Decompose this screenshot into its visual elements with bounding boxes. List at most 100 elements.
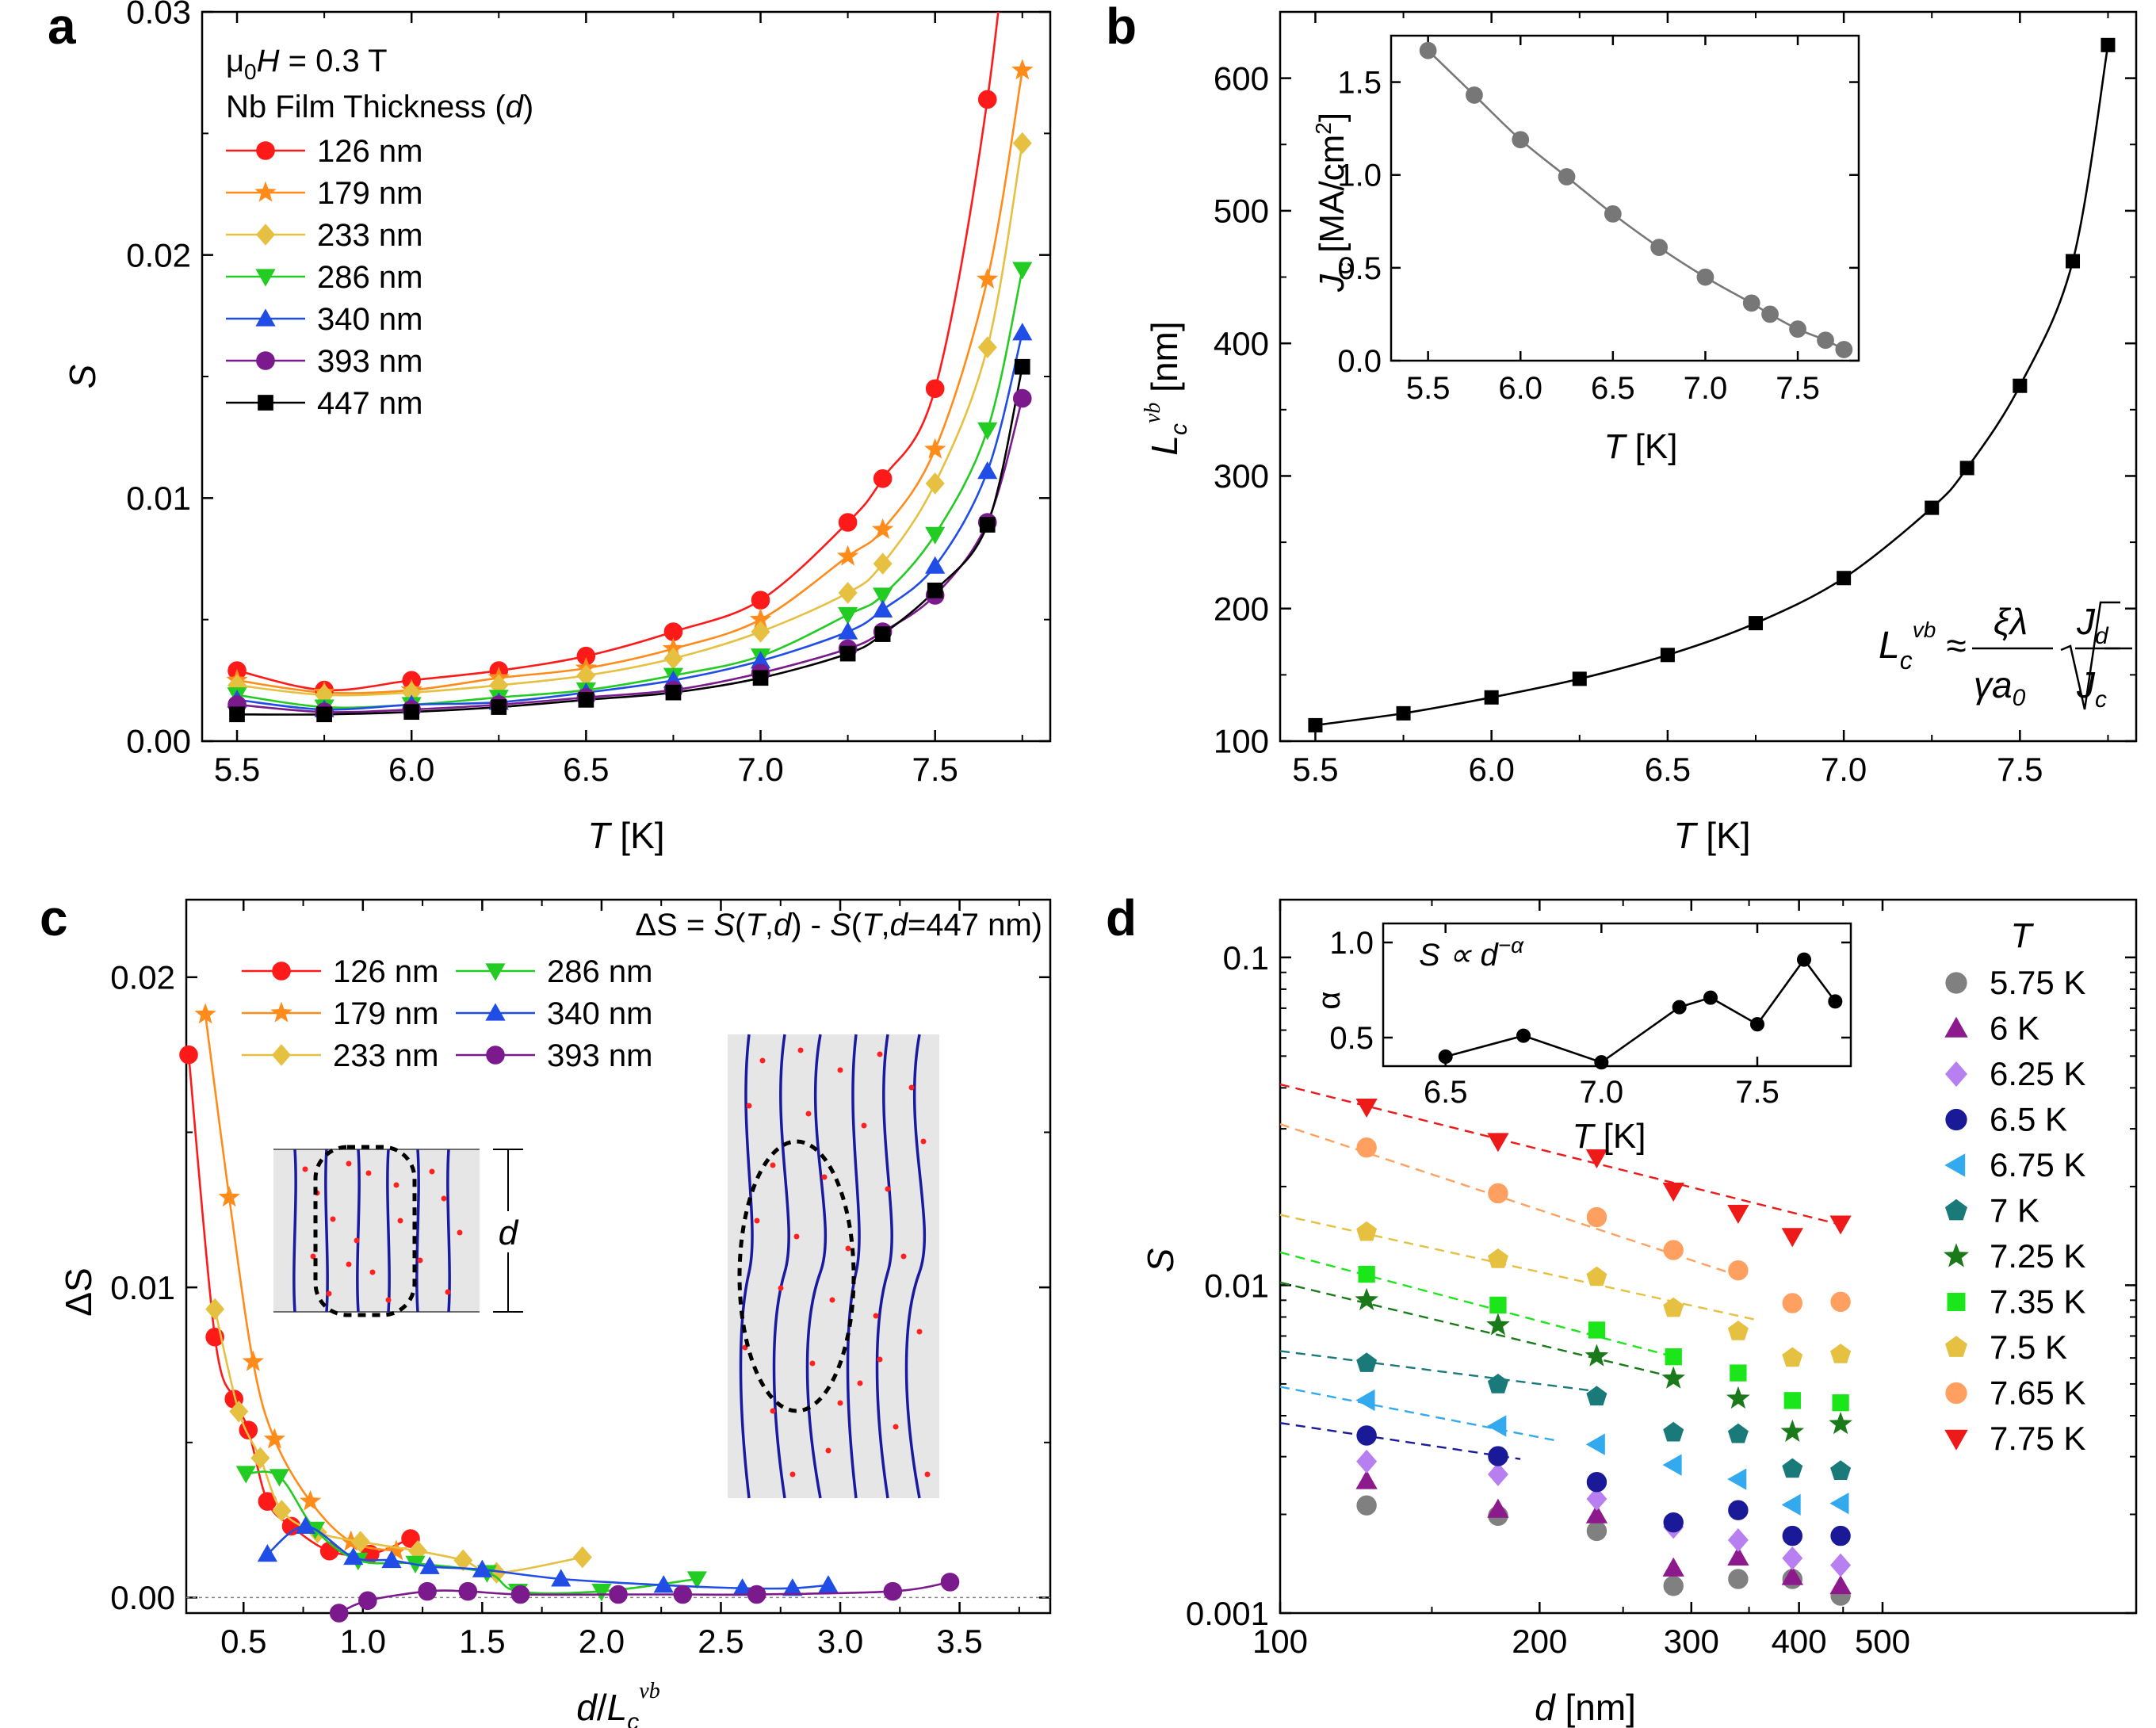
- text-part: T: [587, 815, 612, 856]
- text-part: −α: [1498, 933, 1524, 958]
- inset-data-point: [1796, 952, 1812, 967]
- data-point: [1663, 1512, 1684, 1533]
- data-point: [1830, 1344, 1852, 1363]
- inset-data-point: [1835, 341, 1853, 358]
- x-tick-label: 0.5: [220, 1623, 266, 1660]
- inset-x-tick-label: 6.0: [1498, 371, 1542, 406]
- panel-label-d: d: [1106, 889, 1137, 946]
- text-part: d: [499, 1214, 519, 1252]
- data-point: [873, 469, 893, 488]
- data-point: [1012, 323, 1033, 341]
- data-point: [927, 583, 943, 598]
- data-point: [1585, 1344, 1609, 1367]
- data-point: [1586, 1206, 1607, 1228]
- data-point: [1355, 1470, 1378, 1489]
- pinning-site: [885, 1186, 891, 1192]
- x-axis-label-c: d/Lcvb: [576, 1679, 659, 1728]
- x-axis-label-a: T [K]: [587, 815, 664, 856]
- data-point: [977, 267, 999, 289]
- data-point: [205, 1298, 225, 1321]
- fit-line: [1279, 1083, 1841, 1226]
- legend-entry-label: 447 nm: [317, 386, 422, 421]
- data-point: [871, 518, 894, 539]
- legend-marker: [1945, 1336, 1967, 1357]
- data-point: [1355, 1287, 1378, 1310]
- data-point: [732, 1578, 753, 1596]
- inset-y-tick-label: 0.5: [1337, 251, 1382, 286]
- inset-data-point: [1817, 331, 1834, 350]
- data-point: [1663, 1576, 1684, 1596]
- data-point: [838, 582, 858, 604]
- x-tick-label: 1.0: [340, 1623, 386, 1660]
- vortex-line: [846, 1034, 861, 1499]
- panel-label-c: c: [40, 889, 68, 946]
- pinning-site: [365, 1170, 372, 1176]
- pinning-site: [326, 1290, 332, 1297]
- legend-entry-label: 6.5 K: [1990, 1101, 2067, 1138]
- legend-entry-label: 233 nm: [333, 1038, 438, 1073]
- y-axis-label-c: ΔS: [58, 1267, 99, 1316]
- x-tick-label: 2.0: [579, 1623, 625, 1660]
- text-part: [K]: [1625, 427, 1677, 466]
- data-point: [1487, 1462, 1508, 1486]
- legend-marker: [272, 961, 291, 981]
- pinning-site: [845, 1245, 851, 1252]
- data-point: [1662, 1557, 1684, 1577]
- inset-data-point: [1516, 1028, 1531, 1043]
- x-tick-label: 3.5: [936, 1623, 982, 1660]
- data-point: [1488, 1183, 1508, 1204]
- data-point: [1727, 1468, 1747, 1490]
- data-point: [1586, 1266, 1607, 1286]
- text-part: =447 nm): [908, 908, 1042, 942]
- data-point: [1727, 1546, 1749, 1566]
- text-part: d: [1535, 1687, 1556, 1728]
- vortex-line: [292, 1149, 297, 1313]
- text-part: (: [735, 908, 746, 942]
- data-point: [1660, 648, 1675, 663]
- text-part: T: [862, 908, 883, 942]
- text-part: μ: [226, 44, 244, 78]
- y-tick-label: 300: [1214, 457, 1269, 495]
- data-point: [1665, 1348, 1682, 1366]
- data-point: [381, 1550, 402, 1569]
- data-point: [1489, 1296, 1507, 1314]
- vortex-line: [875, 1034, 893, 1499]
- text-part: ,: [881, 908, 890, 942]
- data-point: [883, 1581, 903, 1601]
- data-point: [489, 674, 509, 697]
- y-tick-label: 500: [1214, 193, 1269, 230]
- pinning-site: [445, 1289, 451, 1295]
- panel-b-inset-frame: [1390, 34, 1860, 362]
- legend-marker: [254, 181, 277, 202]
- panel-d-frame: [1279, 898, 2138, 1615]
- legend-thickness-header: Nb Film Thickness (d): [226, 90, 533, 124]
- data-point: [458, 1581, 478, 1601]
- data-point: [1585, 1504, 1608, 1523]
- sketch-thick-film: [728, 1034, 939, 1498]
- legend-entry-label: 6.75 K: [1990, 1146, 2085, 1183]
- pinning-site: [393, 1182, 399, 1188]
- pinning-site: [893, 1424, 899, 1430]
- sketch-correlation-volume: [313, 1145, 417, 1317]
- data-point: [343, 1546, 364, 1566]
- y-tick-label: 0.01: [110, 1269, 175, 1306]
- text-part: L: [607, 1687, 628, 1728]
- legend-marker: [270, 1001, 292, 1023]
- data-point: [272, 1500, 292, 1522]
- fit-line: [1279, 1422, 1521, 1460]
- data-point: [1830, 1291, 1851, 1313]
- data-point: [1781, 1493, 1801, 1516]
- y-tick-label: 0.00: [126, 723, 191, 760]
- text-part: d: [890, 908, 909, 942]
- pinning-site: [837, 1067, 843, 1073]
- series-line-393nm: [236, 398, 1024, 713]
- text-part: ,: [765, 908, 774, 942]
- y-tick-label: 0.03: [126, 0, 191, 31]
- data-point: [925, 526, 946, 545]
- data-point: [1586, 1471, 1607, 1493]
- data-point: [1356, 1449, 1378, 1474]
- text-part: S: [62, 364, 103, 388]
- data-point: [242, 1350, 264, 1371]
- legend-entry-label: 179 nm: [333, 996, 438, 1031]
